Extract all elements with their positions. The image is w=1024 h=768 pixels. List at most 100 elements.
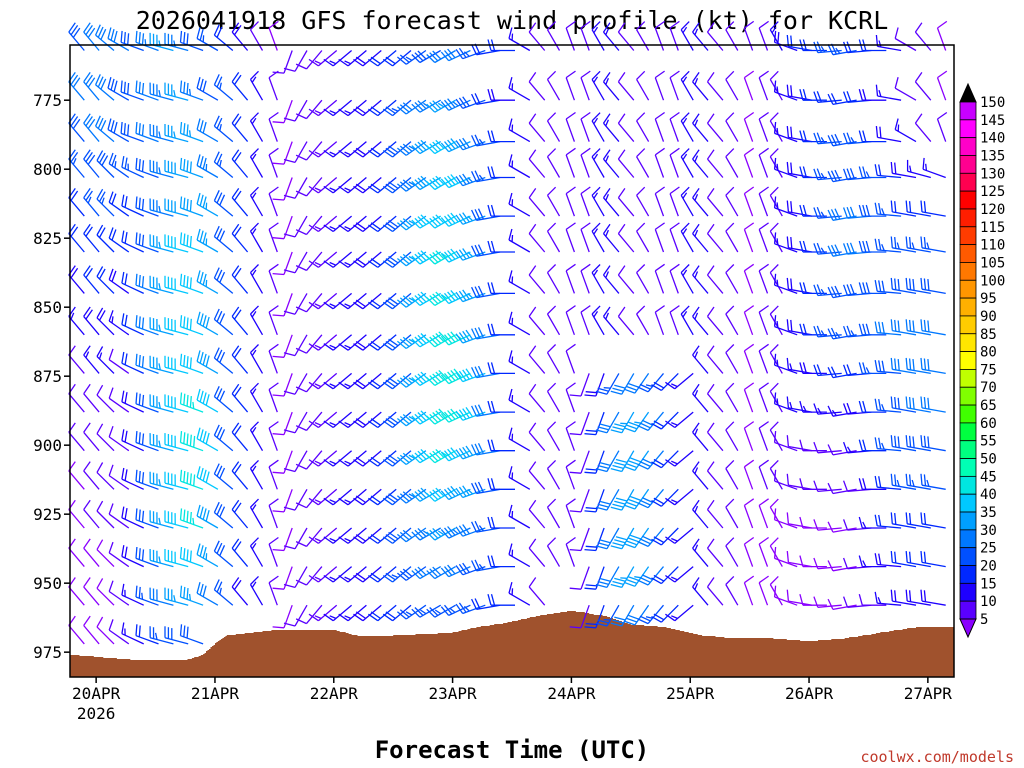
wind-barb	[308, 334, 338, 351]
wind-barb	[569, 373, 590, 397]
wind-barb	[725, 222, 739, 253]
wind-barb-feather	[858, 166, 863, 178]
wind-barb-staff	[213, 473, 234, 490]
wind-barb-feather	[908, 201, 912, 213]
wind-barb-feather	[725, 21, 735, 31]
wind-barb-feather	[463, 605, 470, 612]
wind-barb-feather	[417, 100, 427, 110]
wind-barb-staff	[565, 193, 576, 217]
wind-barb-staff	[832, 140, 857, 147]
wind-barb-feather	[70, 74, 79, 85]
wind-barb-feather	[706, 461, 715, 472]
wind-barb-feather	[462, 137, 470, 148]
wind-barb-feather	[402, 143, 413, 152]
wind-barb-staff	[892, 561, 917, 568]
wind-barb-feather	[447, 526, 456, 536]
wind-barb	[725, 498, 739, 529]
wind-barb-feather	[399, 255, 410, 265]
wind-barb	[827, 598, 857, 611]
wind-barb	[411, 175, 442, 191]
wind-barb-feather	[842, 168, 849, 180]
wind-barb-feather	[477, 244, 484, 256]
wind-barb-feather	[295, 386, 307, 393]
wind-barb-staff	[268, 77, 278, 101]
wind-barb-staff	[95, 84, 115, 101]
wind-barb-feather	[789, 401, 793, 409]
wind-barb-staff	[196, 399, 219, 413]
wind-barb	[487, 594, 515, 606]
wind-barb	[108, 464, 130, 490]
wind-barb-feather	[593, 26, 599, 34]
wind-barb-staff	[758, 27, 769, 51]
wind-barb-staff	[877, 45, 902, 52]
wind-barb-staff	[249, 429, 264, 452]
wind-barb	[610, 566, 635, 589]
wind-barb-feather	[444, 334, 453, 344]
wind-barb-staff	[405, 99, 427, 115]
wind-barb-feather	[385, 299, 396, 308]
wind-barb-feather	[399, 297, 410, 306]
wind-barb-feather	[402, 102, 413, 111]
wind-barb	[164, 587, 189, 606]
wind-barb-staff	[213, 236, 234, 253]
wind-barb	[617, 113, 635, 143]
wind-barb-staff	[725, 29, 739, 51]
wind-barb-feather	[124, 196, 128, 208]
wind-barb	[455, 248, 486, 261]
wind-barb-staff	[405, 566, 427, 581]
wind-barb	[455, 407, 486, 421]
wind-barb-feather	[202, 157, 207, 170]
wind-barb-feather	[402, 452, 413, 461]
wind-barb-feather	[758, 382, 769, 391]
wind-barb-feather	[440, 101, 450, 111]
wind-barb-feather	[429, 143, 439, 153]
wind-barb-feather	[70, 190, 79, 201]
wind-barb	[858, 400, 887, 413]
wind-barb-staff	[196, 322, 219, 336]
wind-barb-feather	[725, 264, 735, 274]
wind-barb-feather	[474, 482, 481, 494]
wind-barb-feather	[565, 70, 576, 79]
wind-barb-staff	[892, 407, 917, 413]
wind-barb-feather	[651, 384, 662, 391]
wind-barb-feather	[205, 510, 210, 522]
wind-barb-staff	[306, 215, 323, 235]
wind-barb-staff	[921, 368, 946, 375]
wind-barb	[249, 459, 264, 490]
wind-barb-feather	[385, 222, 396, 230]
wind-barb	[786, 277, 813, 295]
wind-barb-feather	[219, 313, 226, 325]
wind-barb	[121, 429, 144, 452]
wind-barb-feather	[706, 499, 715, 510]
wind-barb-feather	[908, 397, 912, 409]
wind-barb	[799, 323, 827, 336]
wind-barb-feather	[599, 577, 611, 582]
wind-barb	[651, 527, 679, 546]
wind-barb	[786, 161, 813, 179]
wind-barb	[546, 382, 561, 413]
wind-barb-staff	[150, 443, 174, 452]
wind-barb-feather	[612, 542, 624, 547]
wind-barb-staff	[83, 274, 100, 294]
wind-barb	[813, 557, 842, 570]
wind-barb-feather	[268, 263, 279, 272]
wind-barb-staff	[580, 489, 590, 513]
wind-barb-staff	[743, 311, 754, 336]
colorbar-swatch	[959, 547, 977, 566]
wind-barb-feather	[272, 394, 285, 397]
wind-barb-feather	[447, 250, 456, 260]
wind-barb-feather	[399, 415, 410, 425]
wind-barb-feather	[308, 224, 319, 233]
wind-barb-feather	[388, 493, 399, 501]
wind-barb-staff	[462, 450, 486, 460]
wind-barb-staff	[196, 360, 219, 374]
wind-barb-staff	[774, 519, 798, 529]
wind-barb-feather	[878, 476, 882, 488]
wind-barb-staff	[306, 50, 323, 70]
wind-barb-staff	[877, 602, 902, 606]
wind-barb-staff	[580, 566, 590, 590]
wind-barb-feather	[827, 521, 834, 533]
wind-barb-feather	[680, 305, 690, 315]
wind-barb	[135, 232, 159, 253]
wind-barb	[295, 177, 323, 197]
